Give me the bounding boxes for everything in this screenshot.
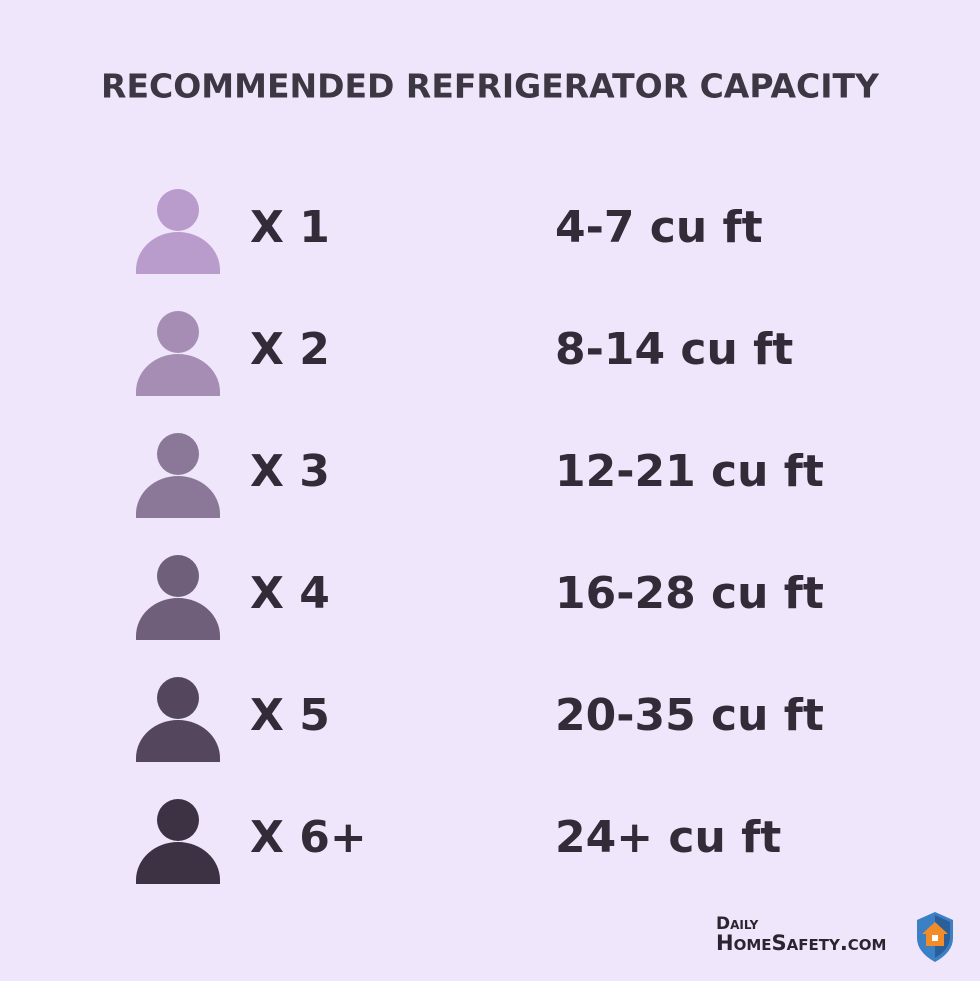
- person-body: [136, 476, 220, 518]
- person-body: [136, 232, 220, 274]
- capacity: 24+ cu ft: [555, 812, 781, 863]
- person-head: [157, 677, 199, 719]
- capacity: 20-35 cu ft: [555, 690, 824, 741]
- person-body: [136, 598, 220, 640]
- people-count: X 3: [250, 446, 330, 497]
- logo-line2: HomeSafety.com: [716, 931, 886, 955]
- person-head: [157, 311, 199, 353]
- people-count: X 1: [250, 202, 330, 253]
- capacity: 12-21 cu ft: [555, 446, 824, 497]
- logo-line1: Daily: [716, 914, 759, 934]
- people-count: X 6+: [250, 812, 367, 863]
- title: RECOMMENDED REFRIGERATOR CAPACITY: [101, 67, 880, 106]
- person-head: [157, 555, 199, 597]
- capacity: 4-7 cu ft: [555, 202, 763, 253]
- person-body: [136, 354, 220, 396]
- people-count: X 4: [250, 568, 330, 619]
- people-count: X 5: [250, 690, 330, 741]
- person-head: [157, 799, 199, 841]
- person-body: [136, 720, 220, 762]
- logo-shield: [917, 912, 953, 962]
- capacity: 16-28 cu ft: [555, 568, 824, 619]
- person-body: [136, 842, 220, 884]
- person-head: [157, 433, 199, 475]
- person-head: [157, 189, 199, 231]
- people-count: X 2: [250, 324, 330, 375]
- capacity: 8-14 cu ft: [555, 324, 793, 375]
